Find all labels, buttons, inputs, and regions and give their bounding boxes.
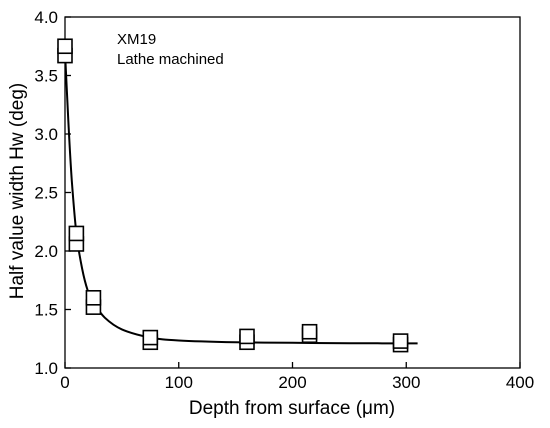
y-axis-title: Half value width Hw (deg) xyxy=(7,83,28,299)
y-tick-label: 3.5 xyxy=(34,67,58,86)
fit-curve xyxy=(64,52,418,345)
data-point-square xyxy=(239,328,255,345)
x-tick-label: 200 xyxy=(278,373,306,392)
data-point-square xyxy=(301,323,318,340)
annotation-process: Lathe machined xyxy=(117,51,224,68)
x-tick-label: 300 xyxy=(392,373,420,392)
plot-frame xyxy=(64,16,521,369)
annotation-material: XM19 xyxy=(117,31,156,48)
data-point-square xyxy=(68,225,85,242)
y-tick-label: 2.0 xyxy=(34,242,58,261)
y-tick-label: 1.0 xyxy=(34,359,58,378)
x-tick-label: 400 xyxy=(506,373,534,392)
data-markers xyxy=(57,38,409,353)
data-point-square xyxy=(57,38,73,55)
y-tick-label: 4.0 xyxy=(34,8,58,27)
y-tick-label: 2.5 xyxy=(34,184,58,203)
y-axis-ticks: 1.0 1.5 2.0 2.5 3.0 3.5 4.0 xyxy=(34,8,71,378)
x-tick-label: 0 xyxy=(60,373,69,392)
data-point-square xyxy=(392,333,409,349)
x-axis-title: Depth from surface (μm) xyxy=(189,398,395,419)
x-axis-ticks: 0 100 200 300 400 xyxy=(60,362,534,392)
data-point-square xyxy=(142,329,159,346)
data-point-square xyxy=(85,289,102,306)
y-tick-label: 3.0 xyxy=(34,125,58,144)
y-tick-label: 1.5 xyxy=(34,301,58,320)
x-tick-label: 100 xyxy=(165,373,193,392)
